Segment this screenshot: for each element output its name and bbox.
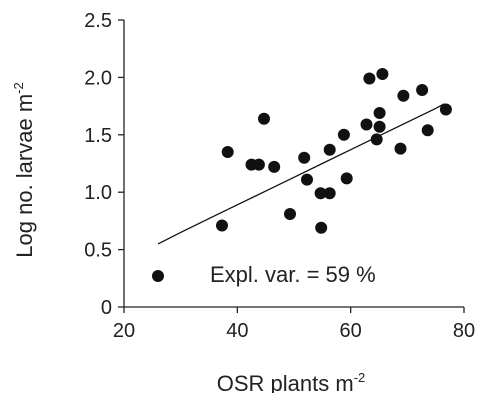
x-tick-label: 20 bbox=[113, 320, 135, 342]
x-tick-label: 60 bbox=[340, 320, 362, 342]
data-point bbox=[416, 84, 429, 96]
data-point bbox=[314, 187, 327, 200]
data-point bbox=[421, 124, 434, 137]
x-axis-label-exponent: -2 bbox=[354, 370, 366, 385]
data-point bbox=[284, 208, 296, 220]
y-tick-label: 0 bbox=[101, 297, 112, 319]
data-point bbox=[439, 103, 452, 116]
data-point bbox=[360, 118, 373, 131]
fit-line bbox=[157, 103, 445, 245]
data-point bbox=[252, 158, 265, 171]
explained-variance-annotation: Expl. var. = 59 % bbox=[210, 262, 376, 287]
data-point bbox=[373, 107, 386, 119]
data-point bbox=[221, 146, 234, 158]
tick-marks bbox=[118, 19, 465, 313]
x-tick-label: 80 bbox=[453, 320, 475, 342]
y-tick-label: 2.5 bbox=[84, 10, 112, 32]
data-points bbox=[152, 68, 452, 282]
y-tick-label: 0.5 bbox=[84, 240, 112, 262]
data-point bbox=[301, 173, 313, 186]
data-point bbox=[340, 172, 353, 185]
axes bbox=[123, 20, 464, 308]
data-point bbox=[315, 221, 328, 234]
y-axis-label-text: Log no. larvae m bbox=[12, 94, 37, 258]
x-axis-label-text: OSR plants m bbox=[217, 371, 354, 393]
y-axis-label-exponent: -2 bbox=[11, 82, 26, 94]
data-point bbox=[363, 72, 376, 85]
x-tick-label: 40 bbox=[226, 320, 248, 342]
data-point bbox=[258, 112, 270, 125]
data-point bbox=[397, 89, 410, 102]
tick-labels: 0 0.5 1.0 1.5 2.0 2.5 20 40 60 80 bbox=[84, 10, 475, 342]
data-point bbox=[298, 151, 311, 164]
y-axis-label: Log no. larvae m-2 bbox=[11, 82, 37, 257]
y-tick-label: 2.0 bbox=[84, 67, 112, 89]
data-point bbox=[268, 160, 281, 173]
data-point bbox=[376, 68, 389, 80]
data-point bbox=[373, 120, 386, 133]
data-point bbox=[216, 219, 228, 232]
y-tick-label: 1.5 bbox=[84, 125, 112, 147]
data-point bbox=[370, 133, 383, 146]
data-point bbox=[394, 142, 407, 155]
y-tick-label: 1.0 bbox=[84, 182, 112, 204]
x-axis-label: OSR plants m-2 bbox=[217, 370, 366, 393]
data-point bbox=[152, 270, 164, 282]
data-point bbox=[323, 187, 336, 200]
data-point bbox=[337, 128, 350, 141]
data-point bbox=[323, 143, 336, 156]
